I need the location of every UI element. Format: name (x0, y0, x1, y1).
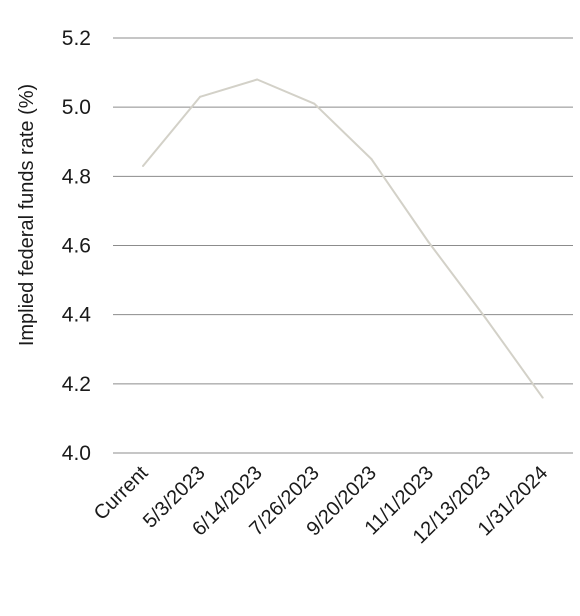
gridlines (113, 37, 573, 454)
data-point (256, 78, 259, 81)
data-point (313, 102, 316, 105)
data-point (199, 95, 202, 98)
y-axis-title: Implied federal funds rate (%) (16, 84, 38, 346)
data-point (370, 158, 373, 161)
y-axis-ticks: 4.0 4.2 4.4 4.6 4.8 5.0 5.2 (62, 27, 92, 465)
data-point (541, 396, 544, 399)
y-tick-label: 4.8 (62, 165, 91, 188)
y-tick-label: 4.0 (62, 442, 91, 465)
data-point (142, 164, 144, 167)
y-tick-label: 4.6 (62, 235, 91, 258)
x-axis-ticks: Current5/3/20236/14/20237/26/20239/20/20… (90, 462, 552, 549)
data-point (484, 317, 487, 320)
data-point (427, 241, 430, 244)
y-tick-label: 5.2 (62, 27, 91, 50)
y-tick-label: 4.2 (62, 373, 91, 396)
series-line (142, 78, 544, 399)
series-layer (142, 78, 544, 399)
y-tick-label: 5.0 (62, 96, 91, 119)
y-tick-label: 4.4 (62, 304, 92, 327)
